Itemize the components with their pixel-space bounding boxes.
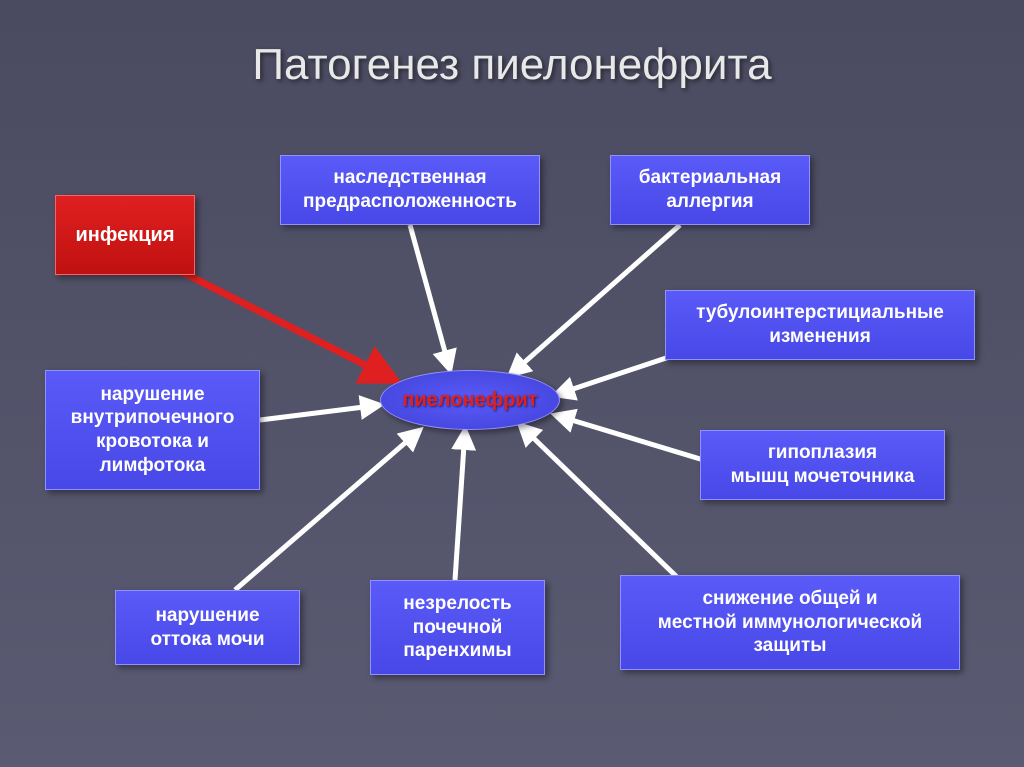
center-node: пиелонефрит <box>380 370 560 430</box>
factor-tubulo: тубулоинтерстициальныеизменения <box>665 290 975 360</box>
slide-title: Патогенез пиелонефрита <box>0 40 1024 90</box>
arrow-white <box>410 225 450 370</box>
factor-outflow: нарушениеоттока мочи <box>115 590 300 665</box>
factor-bloodflow: нарушениевнутрипочечногокровотока илимфо… <box>45 370 260 490</box>
arrow-white <box>555 415 720 465</box>
arrow-white <box>455 430 465 580</box>
factor-hereditary: наследственнаяпредрасположенность <box>280 155 540 225</box>
arrow-white <box>235 430 420 590</box>
arrow-white <box>260 405 380 420</box>
infection-node: инфекция <box>55 195 195 275</box>
factor-immaturity: незрелостьпочечнойпаренхимы <box>370 580 545 675</box>
factor-hypoplasia: гипоплазиямышц мочеточника <box>700 430 945 500</box>
arrow-red <box>178 270 395 380</box>
arrow-white <box>520 425 680 580</box>
factor-immunity: снижение общей иместной иммунологической… <box>620 575 960 670</box>
arrow-white <box>510 225 680 375</box>
factor-allergy: бактериальнаяаллергия <box>610 155 810 225</box>
